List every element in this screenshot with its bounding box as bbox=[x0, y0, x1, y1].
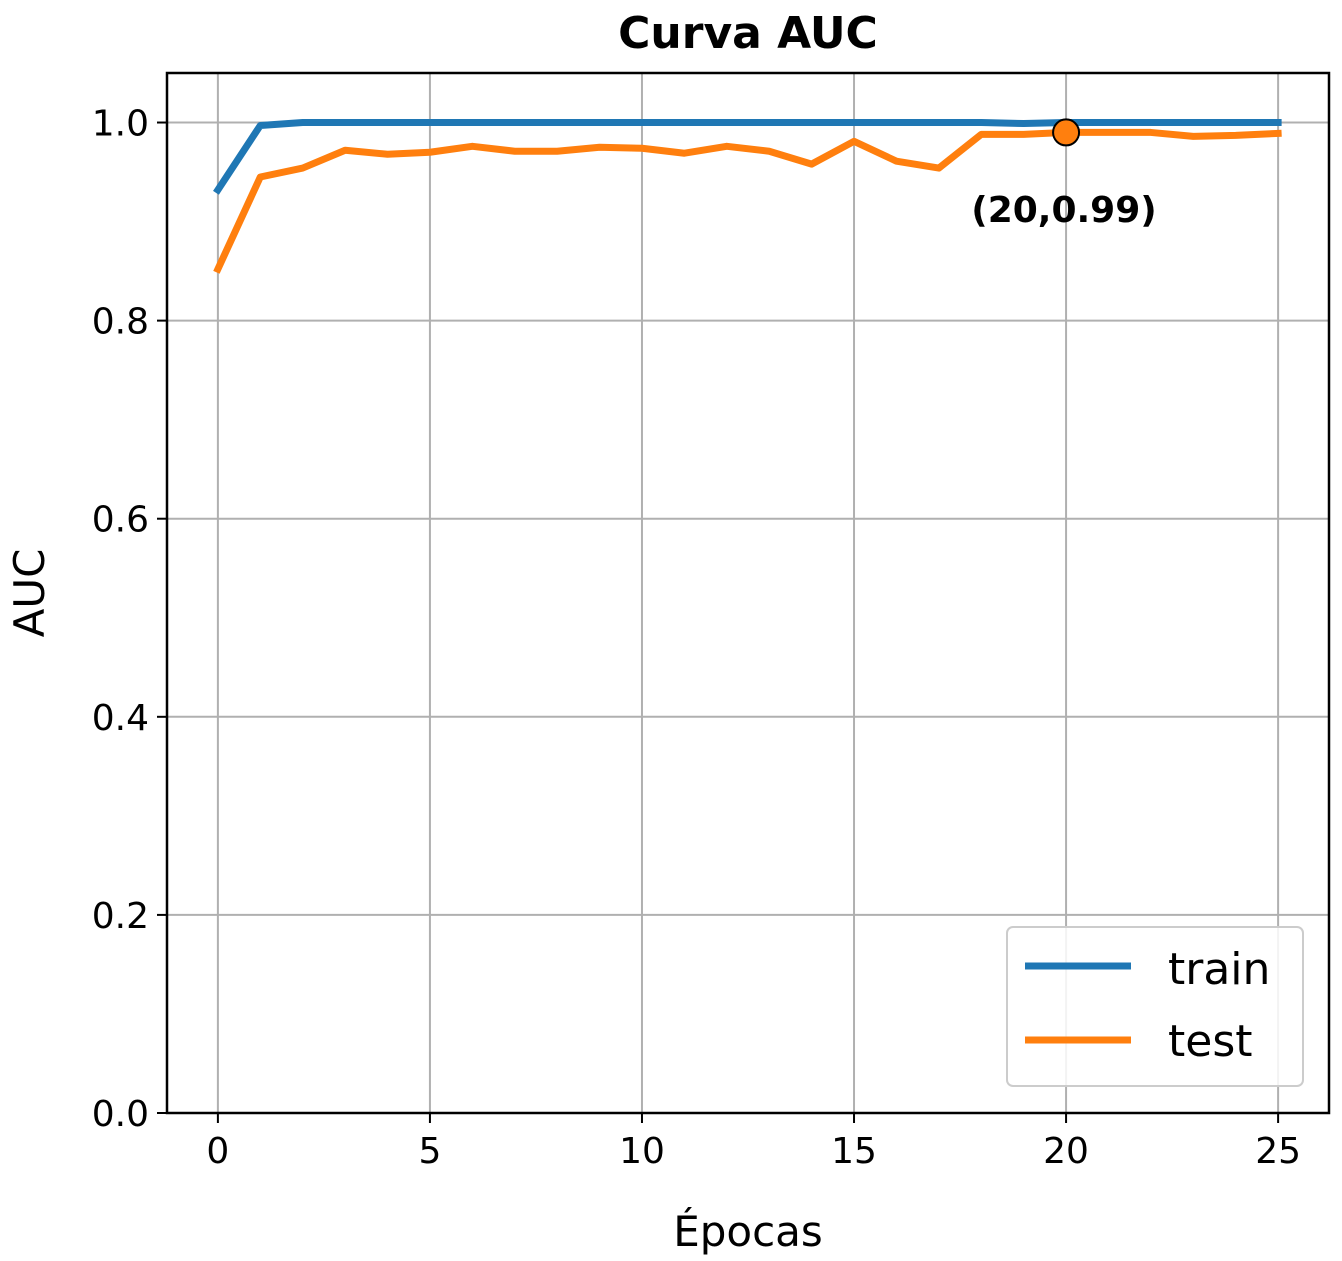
x-tick-label: 0 bbox=[206, 1131, 229, 1172]
x-axis-label: Épocas bbox=[673, 1206, 823, 1256]
y-tick-label: 0.6 bbox=[92, 500, 149, 541]
y-tick-label: 0.2 bbox=[92, 896, 149, 937]
x-tick-label: 20 bbox=[1043, 1131, 1089, 1172]
legend-train-label: train bbox=[1168, 944, 1270, 995]
annotation-marker-group bbox=[1052, 118, 1081, 147]
annotation-text: (20,0.99) bbox=[971, 190, 1157, 231]
plot-frame bbox=[165, 71, 1331, 1115]
y-tick-label: 0.8 bbox=[92, 302, 149, 343]
series-lines bbox=[213, 119, 1282, 274]
y-tick-label: 0.0 bbox=[92, 1094, 149, 1135]
y-tick-label: 1.0 bbox=[92, 104, 149, 145]
series-line-train bbox=[213, 119, 1282, 195]
x-tick-label: 25 bbox=[1255, 1131, 1301, 1172]
legend-test-label: test bbox=[1168, 1016, 1253, 1067]
y-tick-label: 0.4 bbox=[92, 698, 149, 739]
x-tick-label: 5 bbox=[418, 1131, 441, 1172]
series-line-test bbox=[213, 128, 1282, 274]
annotation-marker bbox=[1052, 118, 1081, 147]
legend: train test bbox=[1006, 926, 1304, 1087]
axis-ticks: 0 5 10 15 20 25 0.0 0.2 0.4 0.6 0.8 1.0 bbox=[92, 104, 1301, 1172]
chart-title: Curva AUC bbox=[618, 8, 878, 59]
x-tick-label: 15 bbox=[831, 1131, 877, 1172]
x-tick-label: 10 bbox=[619, 1131, 665, 1172]
grid-lines bbox=[167, 73, 1329, 1114]
annotation-label-group: (20,0.99) bbox=[971, 190, 1157, 231]
y-axis-label: AUC bbox=[5, 549, 54, 638]
